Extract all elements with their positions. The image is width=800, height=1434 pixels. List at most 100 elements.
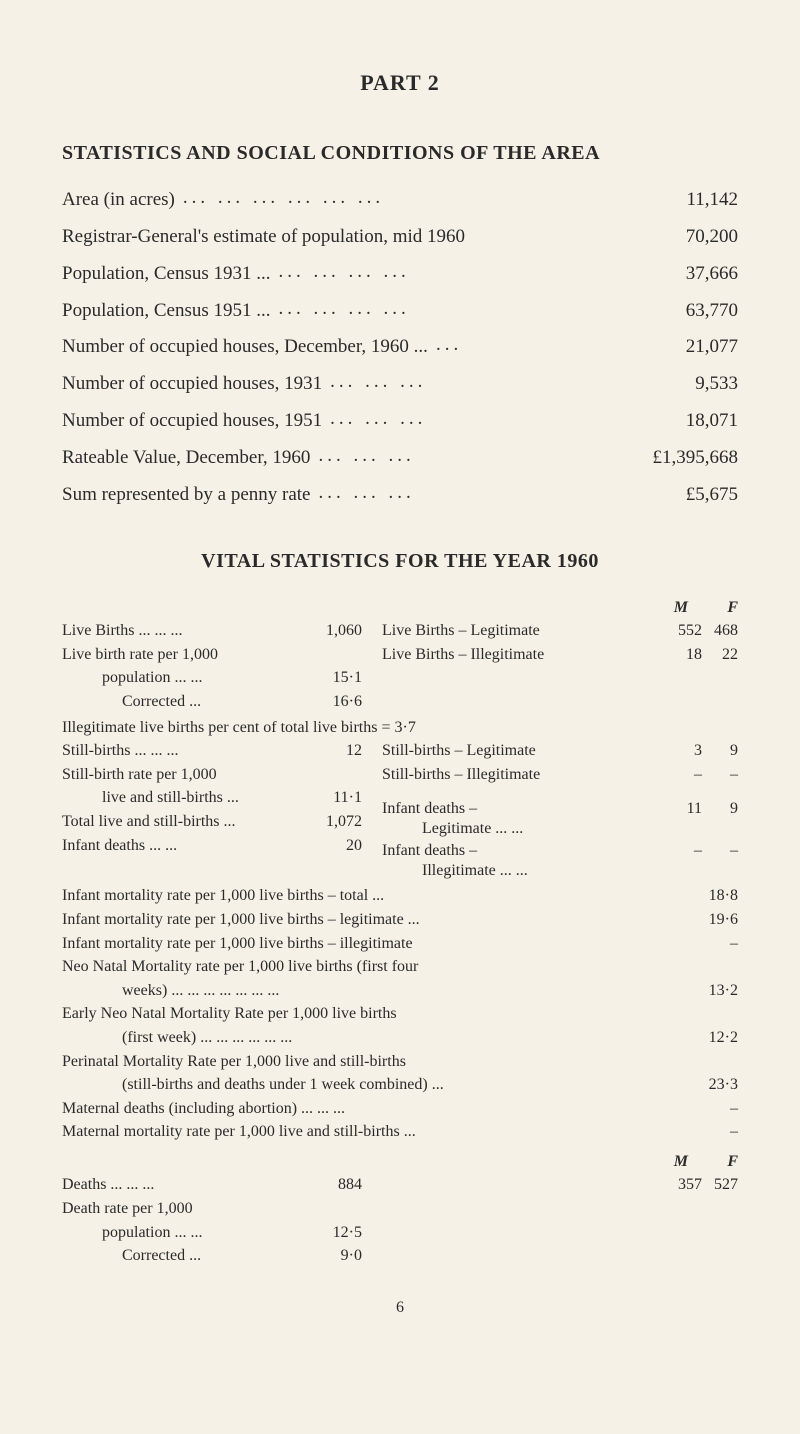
right-row: Infant deaths – Legitimate ... ... 11 9	[382, 799, 738, 839]
stat-label: Population, Census 1951 ...	[62, 300, 270, 322]
infant-deaths-line2: Legitimate ... ...	[382, 819, 666, 839]
wide-label: (still-births and deaths under 1 week co…	[62, 1074, 688, 1096]
stat-value: £1,395,668	[618, 447, 738, 469]
infant-deaths-line1: Infant deaths –	[382, 799, 666, 819]
wide-label: Early Neo Natal Mortality Rate per 1,000…	[62, 1003, 688, 1025]
stat-dots: ... ... ... ... ... ...	[175, 187, 618, 209]
v-row: Corrected ... 16·6	[62, 691, 362, 713]
wide-val: 13·2	[688, 980, 738, 1002]
wide-val: 23·3	[688, 1074, 738, 1096]
wide-val: –	[688, 1098, 738, 1120]
m-val: 357	[666, 1174, 702, 1196]
right-label: Infant deaths – Illegitimate ... ...	[382, 841, 666, 881]
v-row: Live Births ... ... ... 1,060	[62, 620, 362, 642]
wide-label: Infant mortality rate per 1,000 live bir…	[62, 909, 688, 931]
wide-row: Infant mortality rate per 1,000 live bir…	[62, 885, 738, 907]
right-label: Still-births – Illegitimate	[382, 764, 666, 786]
stat-row: Sum represented by a penny rate ... ... …	[62, 484, 738, 506]
wide-val: 19·6	[688, 909, 738, 931]
stat-label: Area (in acres)	[62, 189, 175, 211]
v-num: 16·6	[308, 691, 362, 713]
v-label: live and still-births ...	[102, 787, 308, 809]
stat-label: Number of occupied houses, 1931	[62, 373, 322, 395]
v-label: Total live and still-births ...	[62, 811, 308, 833]
v-row: Total live and still-births ... 1,072	[62, 811, 362, 833]
wide-label: Maternal deaths (including abortion) ...…	[62, 1098, 688, 1120]
v-num: 884	[308, 1174, 362, 1196]
wide-row: Illegitimate live births per cent of tot…	[62, 717, 738, 739]
stat-dots: ... ... ...	[322, 371, 618, 393]
v-num: 1,072	[308, 811, 362, 833]
stat-dots: ... ... ...	[322, 408, 618, 430]
v-row: Live birth rate per 1,000	[62, 644, 362, 666]
mf-header-2: M F	[62, 1151, 738, 1173]
stat-label: Registrar-General's estimate of populati…	[62, 226, 465, 248]
stat-row: Number of occupied houses, December, 196…	[62, 336, 738, 358]
stat-row: Rateable Value, December, 1960 ... ... .…	[62, 447, 738, 469]
right-row: Still-births – Illegitimate – –	[382, 764, 738, 786]
vital-block: M F Live Births ... ... ... 1,060 Live b…	[62, 597, 738, 1269]
v-row: population ... ... 15·1	[62, 667, 362, 689]
stat-label: Rateable Value, December, 1960	[62, 447, 310, 469]
right-row: 357 527	[382, 1174, 738, 1196]
wide-row: Early Neo Natal Mortality Rate per 1,000…	[62, 1003, 738, 1025]
two-col-top: Live Births ... ... ... 1,060 Live birth…	[62, 620, 738, 714]
v-num: 15·1	[308, 667, 362, 689]
wide-row: Perinatal Mortality Rate per 1,000 live …	[62, 1051, 738, 1073]
stat-value: 63,770	[618, 300, 738, 322]
wide-row: Neo Natal Mortality rate per 1,000 live …	[62, 956, 738, 978]
stat-dots: ... ... ...	[310, 445, 618, 467]
infant-deaths-line1: Infant deaths –	[382, 841, 666, 861]
f-val: 468	[702, 620, 738, 642]
right-col: Still-births – Legitimate 3 9 Still-birt…	[382, 740, 738, 883]
v-num: 12	[308, 740, 362, 762]
stat-row: Area (in acres) ... ... ... ... ... ... …	[62, 189, 738, 211]
wide-label: weeks) ... ... ... ... ... ... ...	[62, 980, 688, 1002]
stat-value: 18,071	[618, 410, 738, 432]
m-val: –	[666, 841, 702, 861]
m-val: 18	[666, 644, 702, 666]
stat-dots: ... ... ...	[311, 482, 619, 504]
right-col: Live Births – Legitimate 552 468 Live Bi…	[382, 620, 738, 714]
wide-rows: Infant mortality rate per 1,000 live bir…	[62, 885, 738, 1143]
stat-label: Population, Census 1931 ...	[62, 263, 270, 285]
stat-label: Sum represented by a penny rate	[62, 484, 311, 506]
stat-value: 9,533	[618, 373, 738, 395]
part-heading: PART 2	[62, 70, 738, 96]
v-num: 9·0	[308, 1245, 362, 1267]
v-label: Corrected ...	[122, 691, 308, 713]
right-row: Live Births – Legitimate 552 468	[382, 620, 738, 642]
v-row: Still-birth rate per 1,000	[62, 764, 362, 786]
v-row: Deaths ... ... ... 884	[62, 1174, 362, 1196]
v-label: Still-births ... ... ...	[62, 740, 308, 762]
v-num: 1,060	[308, 620, 362, 642]
stat-row: Number of occupied houses, 1951 ... ... …	[62, 410, 738, 432]
f-val: 9	[702, 740, 738, 762]
stat-value: 37,666	[618, 263, 738, 285]
wide-label: Illegitimate live births per cent of tot…	[62, 717, 688, 739]
m-col-head: M	[652, 597, 688, 619]
stat-value: 21,077	[618, 336, 738, 358]
v-row: Corrected ... 9·0	[62, 1245, 362, 1267]
v-label: population ... ...	[102, 667, 308, 689]
right-label: Infant deaths – Legitimate ... ...	[382, 799, 666, 839]
wide-label: Maternal mortality rate per 1,000 live a…	[62, 1121, 688, 1143]
wide-row: Infant mortality rate per 1,000 live bir…	[62, 933, 738, 955]
m-val: 11	[666, 799, 702, 819]
v-num: 11·1	[308, 787, 362, 809]
v-num: 12·5	[308, 1222, 362, 1244]
stat-value: 11,142	[618, 189, 738, 211]
f-val: 527	[702, 1174, 738, 1196]
page-number: 6	[62, 1299, 738, 1317]
f-val: –	[702, 841, 738, 861]
stat-value: £5,675	[618, 484, 738, 506]
stat-dots: ... ... ... ...	[270, 261, 618, 283]
stat-value: 70,200	[618, 226, 738, 248]
wide-row: Maternal mortality rate per 1,000 live a…	[62, 1121, 738, 1143]
v-label: Corrected ...	[122, 1245, 308, 1267]
stats-block: Area (in acres) ... ... ... ... ... ... …	[62, 189, 738, 506]
f-val: –	[702, 764, 738, 786]
stat-dots: ...	[428, 334, 618, 356]
section1-heading: STATISTICS AND SOCIAL CONDITIONS OF THE …	[62, 142, 738, 165]
v-row: population ... ... 12·5	[62, 1222, 362, 1244]
